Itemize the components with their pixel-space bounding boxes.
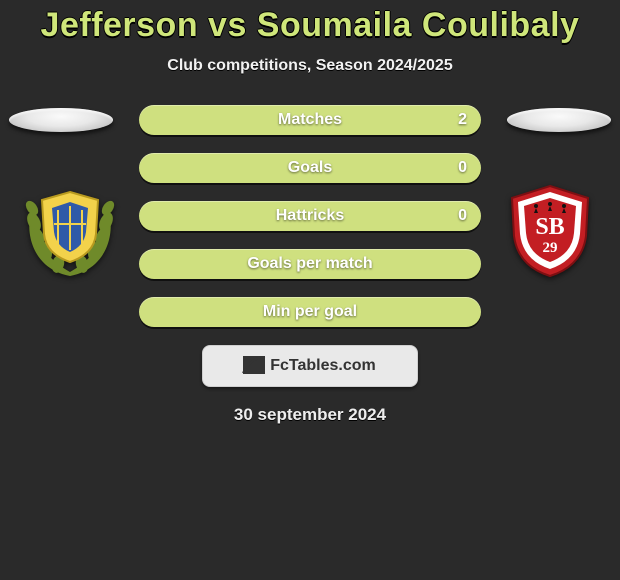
left-spacer	[1, 153, 121, 183]
stat-row-gpm: Goals per match	[0, 249, 620, 279]
stat-label: Matches	[278, 111, 342, 129]
player-left-photo-slot	[1, 105, 121, 135]
stat-pill-hattricks: Hattricks 0	[139, 201, 481, 231]
subtitle: Club competitions, Season 2024/2025	[0, 57, 620, 75]
stat-pill-mpg: Min per goal	[139, 297, 481, 327]
right-spacer	[499, 249, 619, 279]
stat-label: Goals per match	[247, 255, 372, 273]
stat-label: Min per goal	[263, 303, 357, 321]
stat-label: Goals	[288, 159, 332, 177]
fctables-icon	[244, 358, 264, 374]
right-spacer	[499, 297, 619, 327]
left-spacer	[1, 249, 121, 279]
stat-row-mpg: Min per goal	[0, 297, 620, 327]
player-right-photo-slot	[499, 105, 619, 135]
attribution-text: FcTables.com	[270, 357, 376, 375]
player-right-photo-placeholder	[507, 108, 611, 132]
left-spacer	[1, 201, 121, 231]
stat-pill-gpm: Goals per match	[139, 249, 481, 279]
stat-row-goals: Goals 0	[0, 153, 620, 183]
stat-row-hattricks: Hattricks 0	[0, 201, 620, 231]
stat-label: Hattricks	[276, 207, 344, 225]
attribution-badge[interactable]: FcTables.com	[202, 345, 418, 387]
player-left-photo-placeholder	[9, 108, 113, 132]
stat-pill-goals: Goals 0	[139, 153, 481, 183]
stat-value-right: 2	[458, 111, 467, 129]
date-text: 30 september 2024	[0, 405, 620, 425]
comparison-card: Jefferson vs Soumaila Coulibaly Club com…	[0, 0, 620, 580]
right-spacer	[499, 201, 619, 231]
stat-row-matches: Matches 2	[0, 105, 620, 135]
stat-pill-matches: Matches 2	[139, 105, 481, 135]
stat-value-right: 0	[458, 159, 467, 177]
stat-value-right: 0	[458, 207, 467, 225]
right-spacer	[499, 153, 619, 183]
left-spacer	[1, 297, 121, 327]
page-title: Jefferson vs Soumaila Coulibaly	[0, 6, 620, 45]
